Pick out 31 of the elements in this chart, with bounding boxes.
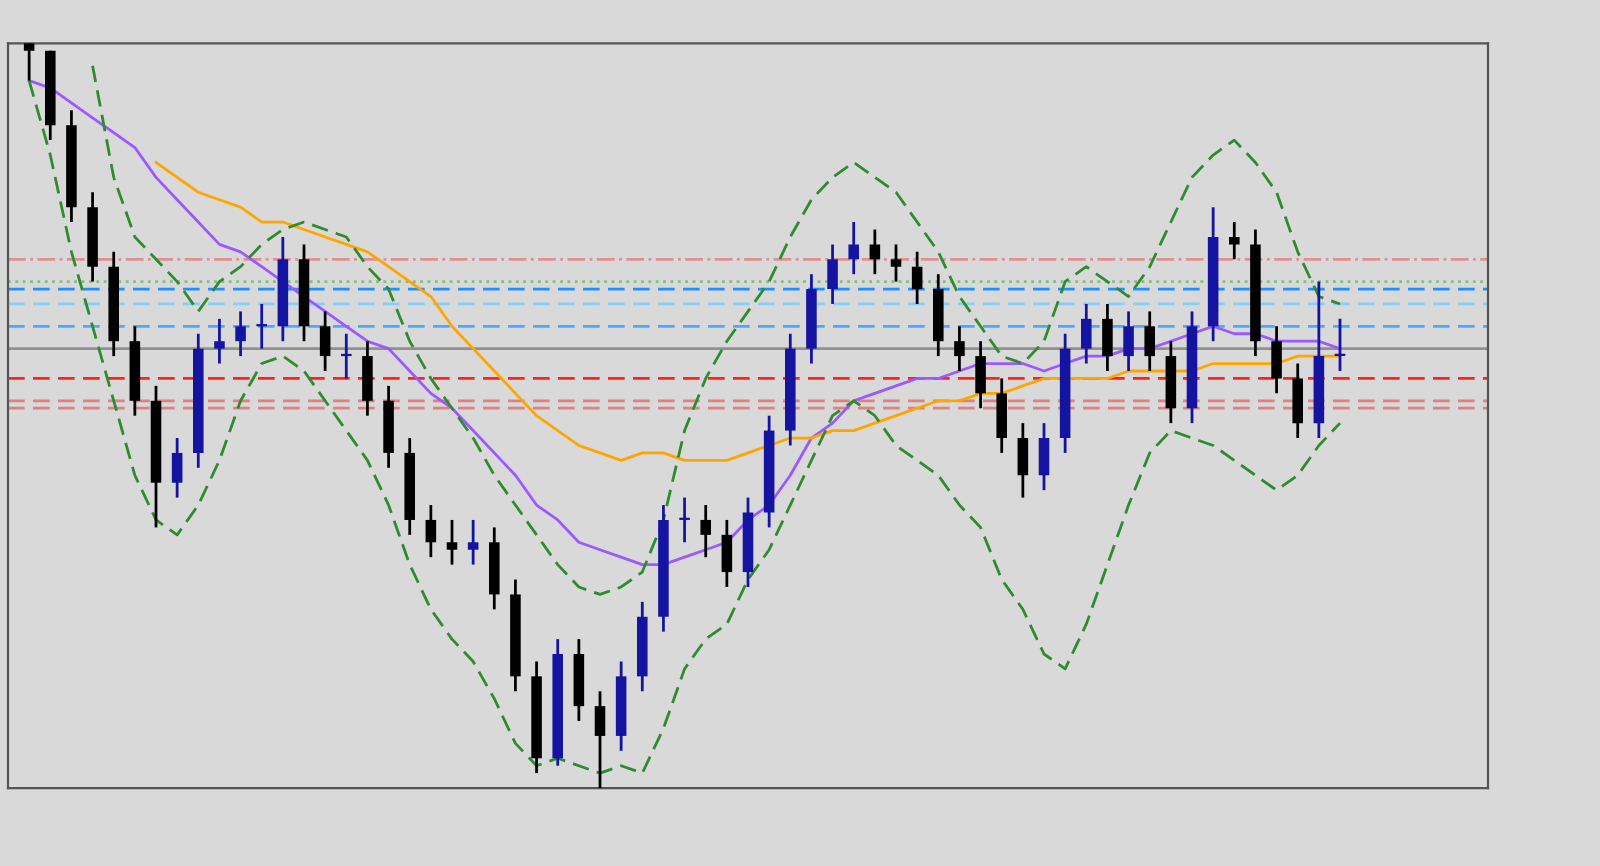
candlestick [848, 220, 859, 276]
candlestick [425, 503, 437, 559]
candlestick [996, 377, 1007, 455]
candlestick [594, 689, 606, 789]
candlestick [1271, 324, 1282, 395]
candlestick [1102, 302, 1113, 373]
candlestick [954, 324, 965, 373]
candlestick [1038, 421, 1050, 492]
candlestick [869, 228, 881, 276]
candlestick [319, 310, 331, 373]
candlestick [1123, 310, 1134, 373]
candlestick [341, 332, 352, 380]
candlestick [1017, 421, 1029, 499]
candlestick [827, 243, 838, 306]
candlestick [214, 317, 225, 365]
candlestick [446, 518, 458, 567]
candlestick [721, 518, 733, 589]
candlestick [235, 310, 246, 358]
candlestick [1229, 220, 1240, 261]
candlestick [362, 339, 373, 418]
candlestick [911, 250, 923, 306]
candlestick [679, 496, 690, 544]
candlestick [1144, 310, 1155, 373]
candlestick [890, 243, 902, 284]
candlestick [467, 518, 479, 567]
candlestick [975, 339, 986, 410]
candlestick [700, 503, 711, 559]
candlestick [171, 436, 183, 499]
candlestick [256, 302, 267, 351]
candlestick [1292, 362, 1303, 440]
candlestick [1081, 302, 1092, 365]
